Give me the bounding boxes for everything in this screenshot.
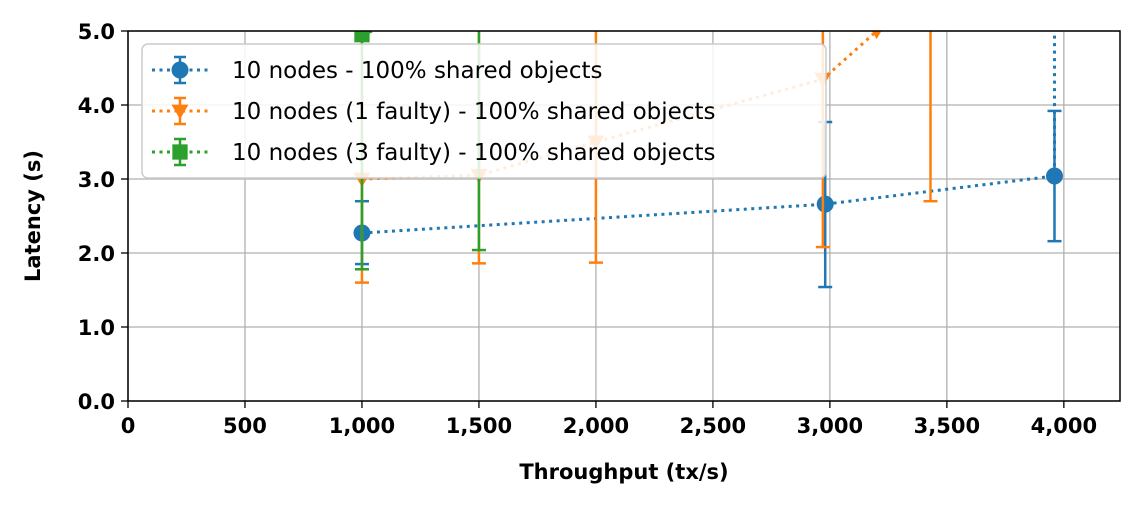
y-tick-label: 5.0 [78,20,115,44]
y-tick-label: 0.0 [78,390,115,414]
axis-ticks: 0 500 1,000 1,500 2,000 2,500 3,000 3,500 4,000 0… [78,20,1097,438]
x-tick-label: 4,000 [1031,414,1097,438]
data-point-square [354,31,370,43]
series-line [361,31,1056,235]
plot-frame [127,30,1121,402]
x-tick-label: 1,000 [329,414,395,438]
legend: 10 nodes - 100% shared objects 10 nodes (… [141,43,827,179]
data-point-square [172,144,188,160]
legend-entry-3: 10 nodes (3 faulty) - 100% shared object… [152,137,715,167]
legend-label: 10 nodes (1 faulty) - 100% shared object… [232,99,715,125]
data-point-triangle [171,104,189,120]
legend-entry-1: 10 nodes - 100% shared objects [152,55,602,85]
data-point-triangle [871,31,882,40]
legend-box [141,43,827,179]
legend-label: 10 nodes - 100% shared objects [232,58,602,84]
legend-entry-2: 10 nodes (1 faulty) - 100% shared object… [152,96,715,126]
y-tick-label: 2.0 [78,242,115,266]
y-tick-label: 1.0 [78,316,115,340]
x-tick-label: 2,000 [563,414,629,438]
legend-label: 10 nodes (3 faulty) - 100% shared object… [232,140,715,166]
series-line [361,31,378,37]
x-tick-label: 2,500 [680,414,746,438]
series-1 [353,31,1063,289]
y-axis-label: Latency (s) [21,150,45,282]
x-tick-label: 0 [121,414,136,438]
x-axis-label: Throughput (tx/s) [519,460,728,484]
x-tick-label: 3,000 [797,414,863,438]
data-point-circle [1045,167,1063,185]
x-tick-label: 500 [223,414,267,438]
y-tick-label: 3.0 [78,168,115,192]
x-tick-label: 3,500 [914,414,980,438]
data-point-circle [816,195,834,213]
data-point-circle [171,61,189,79]
x-tick-label: 1,500 [446,414,512,438]
y-tick-label: 4.0 [78,94,115,118]
